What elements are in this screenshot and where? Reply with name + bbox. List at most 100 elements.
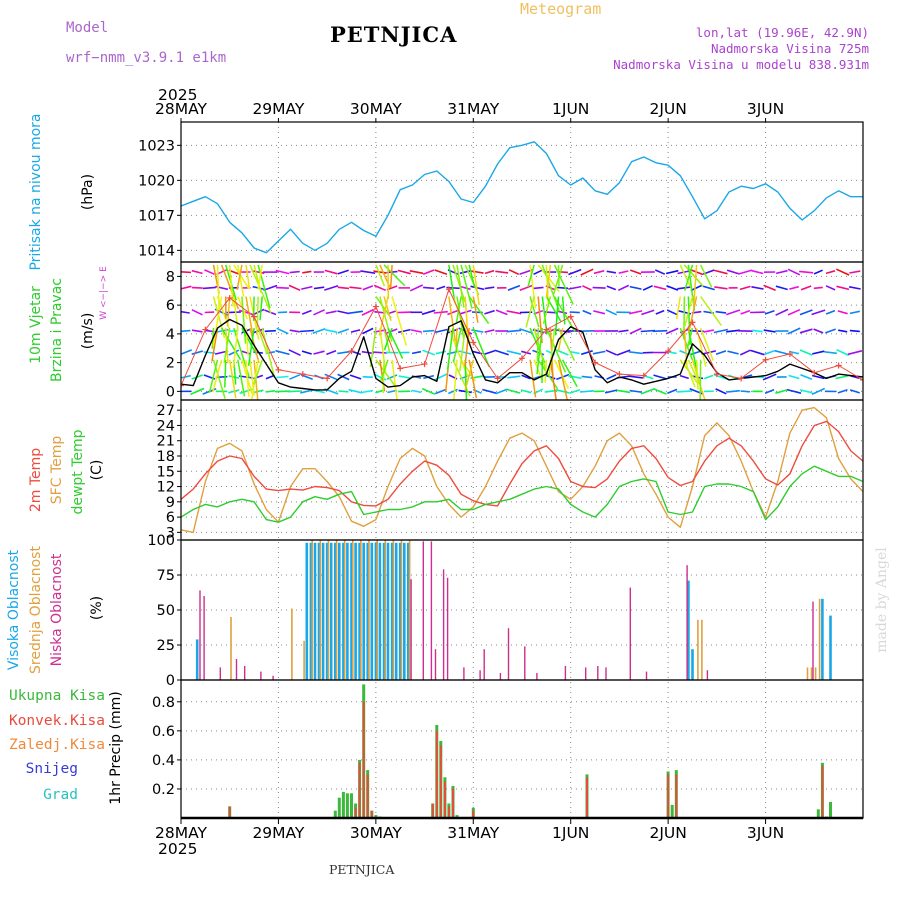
dewpt-line <box>181 465 863 523</box>
wind-arrow <box>397 328 411 334</box>
wind-arrow <box>464 359 475 391</box>
wind-arrow <box>299 329 315 333</box>
wind-arrow <box>447 309 459 316</box>
wind-arrow <box>552 264 564 295</box>
precip-legend-item: Ukupna Kisa <box>9 688 105 704</box>
wind-arrow <box>251 270 265 275</box>
wind-arrow <box>582 309 592 315</box>
time-label-bottom: 3JUN <box>747 824 784 842</box>
wind-arrow <box>265 390 276 393</box>
altitude-label: Nadmorska Visina 725m <box>710 41 869 56</box>
wind-arrow <box>548 328 556 376</box>
precip-bar <box>358 762 361 818</box>
cloud-bar <box>434 649 437 680</box>
wind-gust-marker <box>494 375 501 382</box>
wind-arrow <box>324 373 338 381</box>
wind-arrow <box>679 264 692 288</box>
wind-gust-marker <box>324 375 331 382</box>
cloud-bar <box>374 542 378 680</box>
wind-arrow <box>434 388 447 395</box>
wind-arrow <box>713 328 729 334</box>
time-label-top: 30MAY <box>350 100 402 118</box>
wind-arrow <box>191 309 203 316</box>
wind-arrow <box>433 373 448 381</box>
wind-arrow <box>618 329 629 333</box>
wind-arrow <box>629 269 642 275</box>
wind-arrow <box>455 296 462 323</box>
wind-arrow <box>677 286 692 290</box>
wind-arrow <box>301 285 313 290</box>
precip-bar <box>431 803 434 818</box>
precip-bar <box>472 810 475 818</box>
wind-arrow <box>545 327 567 373</box>
precip-bar <box>667 774 670 818</box>
wind-arrow <box>847 350 863 356</box>
wind-arrow <box>410 329 422 333</box>
precip-bar <box>435 730 438 818</box>
panel-frame-p <box>180 121 864 263</box>
wind-arrow <box>699 296 722 326</box>
precip-bar <box>452 788 454 818</box>
cloud-bar <box>701 619 703 680</box>
cloud-bar <box>291 608 293 680</box>
cloud-bar <box>317 542 321 680</box>
wind-arrow <box>533 269 544 276</box>
cloud-bar <box>303 640 305 680</box>
wind-arrow <box>519 284 533 292</box>
precip-legend-item: Snijeg <box>26 761 78 777</box>
wind-arrow <box>813 269 823 275</box>
cloud-bar <box>358 542 361 680</box>
wind-arrow <box>337 269 349 275</box>
wind-arrow <box>275 349 290 356</box>
wind-arrow <box>702 285 715 291</box>
wind-arrow <box>456 264 465 308</box>
cloud-bar <box>350 542 353 680</box>
wind-arrow <box>460 264 473 309</box>
cloud-bar <box>366 542 369 680</box>
ytick-label-t: 21 <box>157 434 175 450</box>
wind-arrow <box>240 350 251 355</box>
wind-arrow <box>245 296 254 335</box>
wind-arrow <box>289 329 300 333</box>
cloud-bar <box>564 666 567 680</box>
wind-arrow <box>704 374 714 380</box>
cloud-bar <box>403 542 406 680</box>
wind-arrow <box>533 327 548 375</box>
wind-arrow <box>312 328 326 334</box>
wind-arrow <box>775 388 789 394</box>
cloud-bar <box>422 541 424 680</box>
cloud-bar <box>342 542 345 680</box>
wind-arrow <box>337 373 350 381</box>
wind-arrow <box>787 327 801 335</box>
wind-arrow <box>568 268 582 276</box>
wind-arrow <box>666 284 679 291</box>
wind-arrow <box>224 359 227 388</box>
wind-arrow <box>521 350 532 355</box>
wind-arrow <box>561 359 578 388</box>
wind-arrow <box>726 389 740 393</box>
cloud-bar <box>346 542 349 680</box>
wind-speed-line <box>181 318 863 391</box>
time-label-bottom: 31MAY <box>447 824 499 842</box>
wind-arrow <box>529 296 540 328</box>
cloud-bar <box>687 580 690 680</box>
time-label-bottom: 28MAY <box>155 824 207 842</box>
wind-arrow <box>264 329 276 333</box>
wind-arrow <box>275 286 289 289</box>
cloud-bar <box>203 596 205 680</box>
grid-lines <box>181 122 863 818</box>
cloud-bar <box>382 542 386 680</box>
wind-arrow <box>277 311 288 314</box>
wind-arrow <box>468 296 490 324</box>
wind-arrow <box>459 285 471 291</box>
cloud-bar <box>219 667 221 680</box>
credit-watermark: made by Angel <box>874 547 890 653</box>
wind-arrow <box>253 264 262 294</box>
wind-arrow <box>799 349 813 356</box>
ytick-label-c: 75 <box>157 568 175 584</box>
temp-title-2m: 2m Temp <box>28 448 44 512</box>
wind-arrow <box>836 285 850 291</box>
wind-arrow <box>629 285 642 290</box>
wind-arrow <box>545 264 552 298</box>
wind-arrow <box>423 286 435 290</box>
